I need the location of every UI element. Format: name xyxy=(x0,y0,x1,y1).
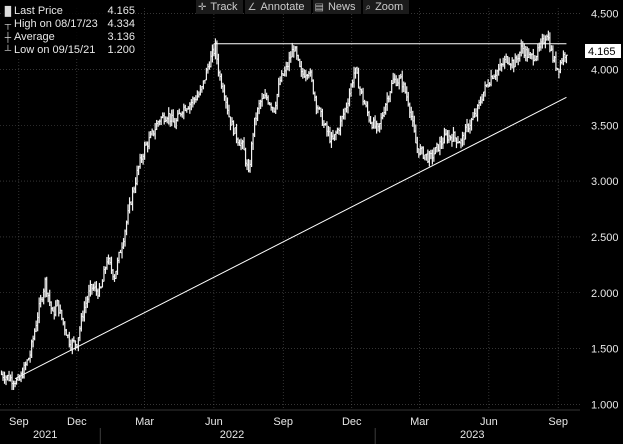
news-button[interactable]: ▤ News xyxy=(312,0,362,14)
crosshair-icon: ✛ xyxy=(198,1,207,13)
legend-label: Last Price xyxy=(14,5,63,17)
last-price-tag: 4.165 xyxy=(585,43,621,58)
y-tick-label: 1.500 xyxy=(591,344,619,356)
x-tick-label: Sep xyxy=(548,416,568,428)
legend-value: 4.165 xyxy=(107,5,135,17)
y-tick-label: 3.500 xyxy=(591,120,619,132)
track-label: Track xyxy=(210,1,238,13)
y-tick-label: 3.000 xyxy=(591,176,619,188)
zoom-label: Zoom xyxy=(375,1,404,13)
support-trendline xyxy=(14,96,567,380)
average-marker-icon: ┼ xyxy=(4,32,12,42)
legend-row-high: ┬ High on 08/17/23 4.334 xyxy=(2,18,135,31)
white-square-icon: █ xyxy=(4,6,12,16)
low-tick-icon: ┴ xyxy=(4,45,12,55)
x-tick-label: Jun xyxy=(480,416,498,428)
year-label: 2021 xyxy=(33,429,57,441)
last-price-value: 4.165 xyxy=(588,46,616,58)
chart-toolbar: ✛ Track ∠ Annotate ▤ News ⌕ Zoom xyxy=(196,0,411,14)
x-tick-label: Jun xyxy=(205,416,223,428)
legend-value: 1.200 xyxy=(107,44,135,56)
news-label: News xyxy=(327,1,356,13)
legend-row-low: ┴ Low on 09/15/21 1.200 xyxy=(2,44,135,57)
annotate-button[interactable]: ∠ Annotate xyxy=(245,0,311,14)
legend-label: High on 08/17/23 xyxy=(14,18,98,30)
annotate-label: Annotate xyxy=(260,1,305,13)
x-tick-label: Sep xyxy=(273,416,293,428)
year-label: 2023 xyxy=(460,429,484,441)
legend: █ Last Price 4.165 ┬ High on 08/17/23 4.… xyxy=(2,5,135,57)
price-series xyxy=(0,30,568,391)
legend-row-average: ┼ Average 3.136 xyxy=(2,31,135,44)
year-label: 2022 xyxy=(220,429,244,441)
x-tick-label: Dec xyxy=(67,416,87,428)
y-tick-label: 2.500 xyxy=(591,232,619,244)
legend-value: 4.334 xyxy=(107,18,135,30)
legend-row-last-price: █ Last Price 4.165 xyxy=(2,5,135,18)
track-button[interactable]: ✛ Track xyxy=(196,0,244,14)
legend-label: Low on 09/15/21 xyxy=(14,44,96,56)
legend-label: Average xyxy=(14,31,55,43)
legend-value: 3.136 xyxy=(107,31,135,43)
news-icon: ▤ xyxy=(314,1,324,13)
x-axis: Sep Dec Mar Jun Sep Dec Mar Jun Sep 2021 2022 2023 xyxy=(0,409,580,444)
y-tick-label: 4.000 xyxy=(591,64,619,76)
x-tick-label: Sep xyxy=(9,416,29,428)
zoom-button[interactable]: ⌕ Zoom xyxy=(363,0,410,14)
y-tick-label: 4.500 xyxy=(591,9,619,21)
magnifier-icon: ⌕ xyxy=(365,1,372,13)
x-tick-label: Mar xyxy=(410,416,429,428)
high-tick-icon: ┬ xyxy=(4,19,12,29)
chart-grid xyxy=(0,8,580,410)
y-tick-label: 1.000 xyxy=(591,399,619,411)
last-price-box xyxy=(585,43,621,58)
pencil-icon: ∠ xyxy=(247,1,257,13)
x-tick-label: Mar xyxy=(135,416,154,428)
y-axis: 1.000 1.500 2.000 2.500 3.000 3.500 4.000 4.500 xyxy=(591,9,619,412)
y-tick-label: 2.000 xyxy=(591,288,619,300)
x-tick-label: Dec xyxy=(342,416,362,428)
